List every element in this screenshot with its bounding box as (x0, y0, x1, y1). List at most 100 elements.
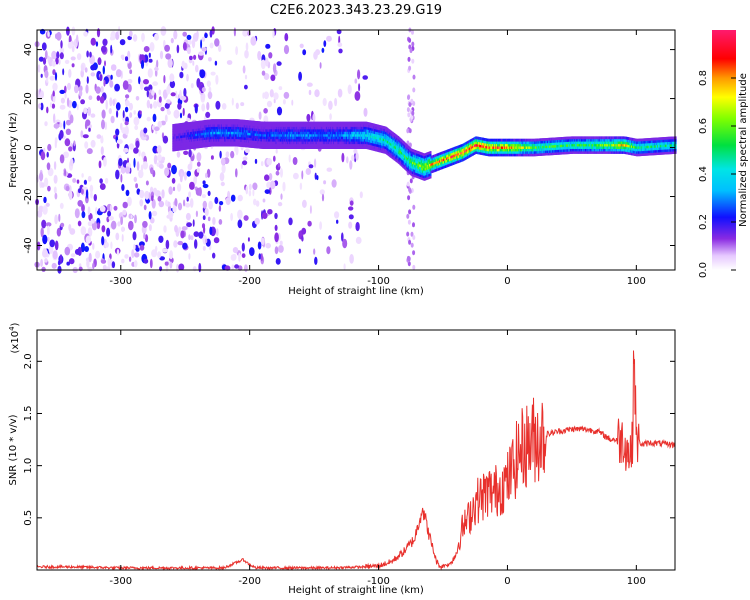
heatmap-noise-cell (283, 44, 290, 55)
heatmap-noise-cell (63, 151, 69, 159)
heatmap-noise-cell (156, 59, 159, 69)
heatmap-noise-cell (113, 205, 118, 211)
heatmap-ridge-cell (428, 166, 430, 170)
heatmap-ridge-cell (336, 146, 338, 149)
heatmap-noise-cell (104, 177, 109, 184)
heatmap-ridge-cell (445, 162, 447, 166)
heatmap-ridge-cell (288, 138, 290, 142)
heatmap-ridge-cell (394, 133, 396, 137)
heatmap-noise-cell (308, 89, 312, 96)
heatmap-ridge-cell (353, 138, 355, 142)
heatmap-noise-cell (133, 110, 136, 115)
heatmap-noise-cell (334, 211, 340, 219)
heatmap-noise-cell (160, 26, 167, 36)
heatmap-ridge-cell (344, 121, 347, 125)
heatmap-noise-cell (313, 51, 318, 60)
heatmap-noise-cell (272, 63, 277, 74)
heatmap-ridge-cell (395, 139, 398, 143)
heatmap-noise-cell (104, 60, 106, 67)
heatmap-noise-cell (274, 232, 279, 243)
heatmap-noise-cell (406, 231, 410, 237)
heatmap-noise-cell (319, 189, 325, 195)
heatmap-noise-cell (153, 101, 158, 109)
heatmap-noise-cell (254, 217, 260, 225)
heatmap-ridge-cell (286, 126, 289, 130)
heatmap-ridge-cell (402, 141, 405, 144)
heatmap-noise-cell (68, 258, 75, 265)
heatmap-ridge-cell (361, 138, 364, 142)
heatmap-noise-cell (265, 242, 272, 249)
heatmap-noise-cell (412, 204, 416, 210)
heatmap-noise-cell (121, 184, 125, 191)
heatmap-ridge-cell (279, 136, 282, 140)
heatmap-ridge-cell (303, 129, 306, 132)
heatmap-ridge-cell (305, 124, 307, 127)
heatmap-noise-cell (242, 160, 248, 166)
heatmap-noise-cell (82, 134, 89, 139)
heatmap-ridge-cell (336, 133, 338, 137)
heatmap-noise-cell (153, 154, 158, 165)
heatmap-noise-cell (95, 207, 98, 215)
heatmap-noise-cell (151, 199, 156, 209)
heatmap-ridge-cell (354, 121, 357, 125)
heatmap-ridge-cell (320, 126, 323, 130)
heatmap-noise-cell (190, 235, 194, 241)
heatmap-noise-cell (200, 39, 203, 49)
heatmap-ridge-cell (295, 129, 297, 132)
heatmap-noise-cell (201, 103, 206, 112)
heatmap-noise-cell (288, 154, 291, 163)
heatmap-ridge-cell (344, 129, 347, 132)
heatmap-noise-cell (207, 216, 211, 222)
heatmap-ridge-cell (361, 121, 364, 125)
heatmap-noise-cell (182, 31, 187, 37)
heatmap-noise-cell (134, 252, 140, 258)
heatmap-noise-cell (235, 168, 238, 178)
heatmap-noise-cell (168, 210, 174, 219)
heatmap-noise-cell (54, 214, 58, 225)
heatmap-ridge-cell (344, 124, 347, 127)
heatmap-noise-cell (49, 239, 55, 248)
heatmap-ridge-cell (312, 126, 314, 130)
heatmap-ridge-cell (320, 129, 323, 132)
heatmap-noise-cell (99, 183, 106, 191)
heatmap-noise-cell (178, 226, 182, 233)
heatmap-ridge-cell (337, 131, 340, 135)
heatmap-ridge-cell (402, 155, 405, 159)
heatmap-noise-cell (230, 194, 236, 202)
heatmap-noise-cell (148, 52, 151, 58)
heatmap-ridge-cell (288, 126, 290, 130)
heatmap-ridge-cell (378, 129, 381, 133)
heatmap-noise-cell (242, 156, 248, 161)
heatmap-ridge-cell (312, 129, 314, 132)
heatmap-ridge-cell (320, 121, 323, 125)
heatmap-noise-cell (180, 230, 185, 239)
heatmap-noise-cell (248, 183, 252, 191)
heatmap-ridge-cell (395, 134, 398, 138)
heatmap-ridge-cell (363, 136, 365, 140)
heatmap-ridge-cell (271, 136, 273, 140)
heatmap-ridge-cell (337, 141, 340, 145)
heatmap-ridge-cell (370, 137, 372, 141)
heatmap-noise-cell (73, 140, 76, 147)
heatmap-noise-cell (56, 227, 62, 237)
heatmap-noise-cell (162, 135, 169, 144)
heatmap-noise-cell (88, 95, 93, 100)
heatmap-noise-cell (151, 195, 154, 202)
heatmap-noise-cell (143, 258, 149, 264)
heatmap-ridge-cell (279, 124, 282, 127)
heatmap-ridge-cell (295, 121, 297, 125)
heatmap-ridge-cell (370, 122, 372, 126)
heatmap-ridge-cell (305, 141, 307, 145)
heatmap-ridge-cell (271, 138, 273, 142)
heatmap-ridge-cell (411, 163, 413, 167)
heatmap-noise-cell (76, 103, 79, 111)
heatmap-noise-cell (412, 87, 416, 93)
heatmap-ridge-cell (305, 146, 307, 149)
heatmap-ridge-cell (363, 124, 365, 127)
heatmap-ridge-cell (421, 162, 423, 166)
heatmap-noise-cell (163, 75, 166, 84)
heatmap-ridge-cell (404, 147, 406, 151)
heatmap-noise-cell (87, 206, 91, 216)
heatmap-noise-cell (83, 179, 87, 185)
heatmap-ridge-cell (336, 141, 338, 145)
